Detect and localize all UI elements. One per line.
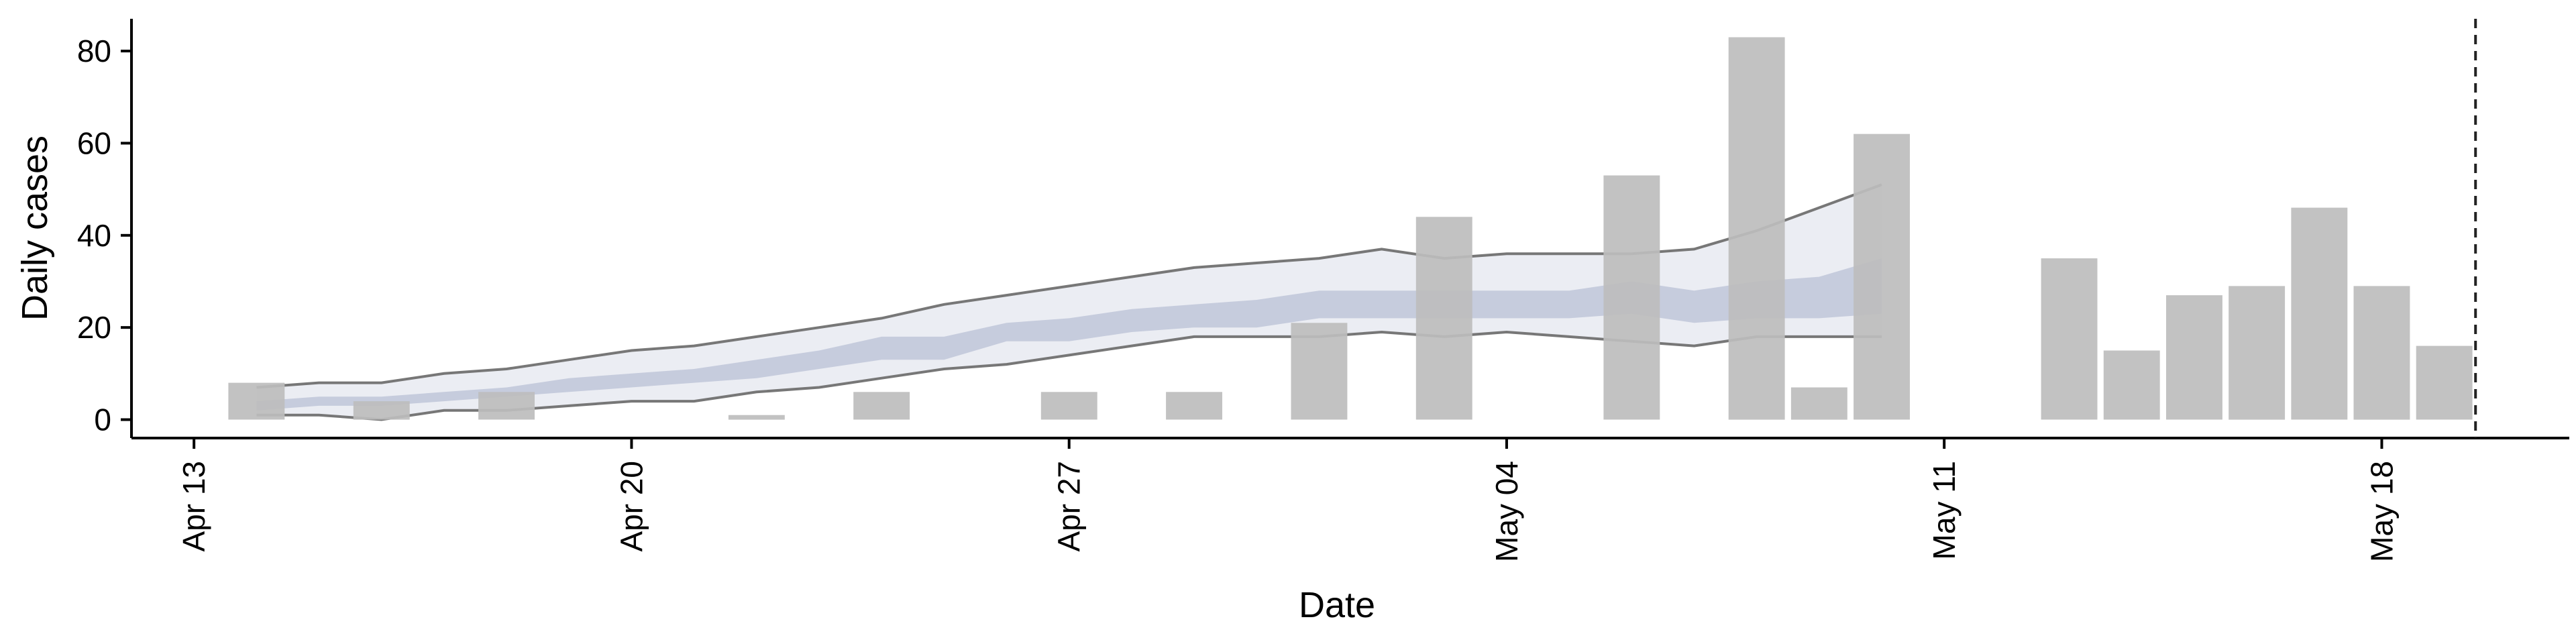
y-tick-layer: 0 20 40 60 80 [77,34,131,437]
y-tick-label: 40 [77,218,111,253]
bar [1603,175,1660,420]
bar [853,392,910,420]
bar [2416,345,2473,420]
bar [1415,217,1472,420]
bar [2103,350,2160,420]
x-axis-title: Date [1299,585,1375,625]
bar [1166,392,1222,420]
bar [478,392,535,420]
x-tick-layer: Apr 13 Apr 20 Apr 27 May 04 May 11 May 18 [176,438,2399,562]
bar [1291,323,1348,420]
bar [228,382,285,420]
bar [2041,258,2098,420]
axis-layer [130,19,2569,439]
x-tick-label: Apr 13 [176,461,211,552]
y-tick-label: 20 [77,310,111,345]
bar [353,401,410,420]
estimate-outer-band [256,184,1882,420]
y-tick-label: 0 [94,402,111,437]
bar [2229,286,2286,420]
y-tick-label: 60 [77,125,111,160]
bar-layer [228,37,2473,420]
bar [728,415,785,420]
y-axis-title: Daily cases [15,136,55,321]
bar [1040,392,1097,420]
bar [2166,295,2222,420]
x-tick-label: May 04 [1489,461,1524,562]
bar [1728,37,1785,420]
y-tick-label: 80 [77,34,111,68]
x-tick-label: May 11 [1927,461,1962,559]
estimate-inner-band [256,258,1882,411]
x-tick-label: Apr 20 [614,461,649,552]
bar [1790,387,1847,420]
bar [2291,207,2348,420]
bar [2353,286,2410,420]
x-tick-label: May 18 [2364,461,2399,562]
x-tick-label: Apr 27 [1052,461,1087,552]
bar [1854,133,1910,420]
